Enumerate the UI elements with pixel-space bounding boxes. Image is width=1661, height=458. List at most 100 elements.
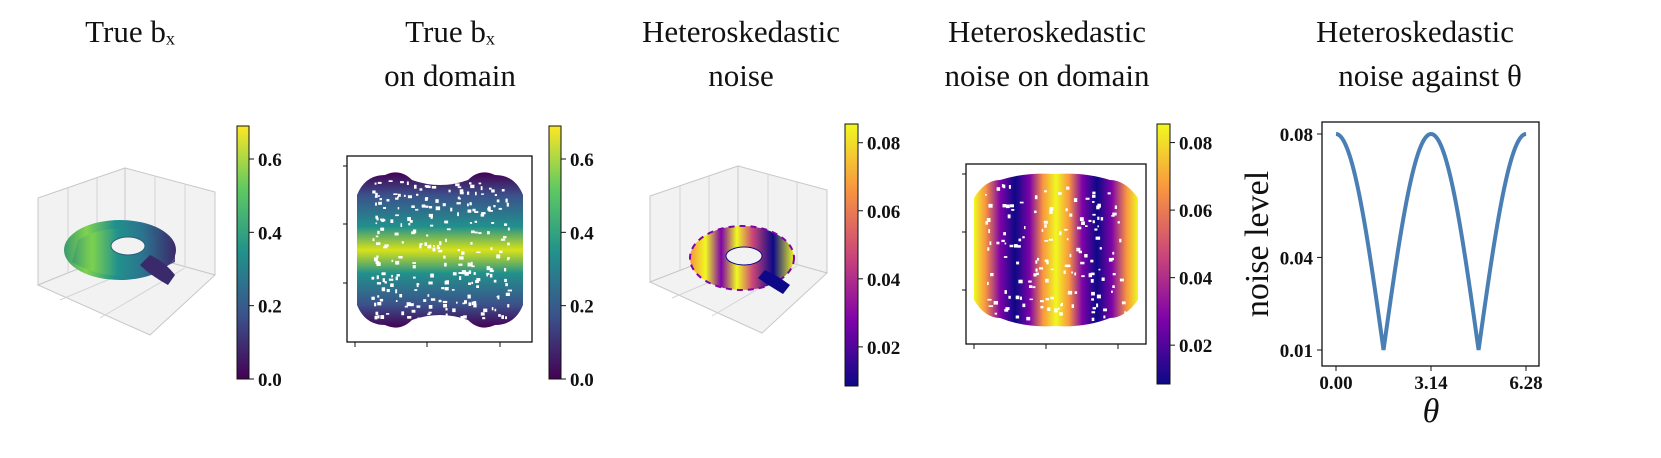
speckle — [430, 298, 436, 301]
speckle — [380, 227, 385, 231]
speckle — [399, 294, 403, 298]
speckle — [445, 280, 449, 284]
speckle — [1101, 277, 1105, 281]
speckle — [1008, 295, 1011, 299]
speckle — [411, 205, 415, 208]
speckle — [459, 197, 461, 200]
colorbar-1-tick-label: 0.2 — [258, 297, 282, 318]
speckle — [1114, 205, 1117, 209]
speckle — [1049, 207, 1054, 211]
panel-3-title: Heteroskedastic noise — [642, 14, 840, 93]
speckle — [1005, 307, 1010, 311]
speckle — [470, 261, 473, 266]
colorbar-2-bar — [548, 125, 562, 380]
speckle — [1041, 229, 1044, 232]
speckle — [985, 221, 989, 225]
colorbar-1-tick-label: 0.4 — [258, 223, 282, 244]
speckle — [427, 245, 432, 249]
speckle — [1019, 296, 1022, 300]
speckle — [1022, 236, 1025, 239]
speckle — [456, 301, 458, 304]
speckle — [1090, 259, 1094, 263]
speckle — [1078, 250, 1082, 254]
speckle — [1073, 198, 1078, 202]
speckle — [507, 289, 512, 292]
speckle — [1048, 238, 1053, 241]
speckle — [1077, 226, 1082, 230]
speckle — [377, 230, 380, 235]
speckle — [475, 191, 477, 196]
speckle — [443, 303, 447, 308]
speckle — [414, 184, 417, 189]
speckle — [498, 314, 501, 317]
speckle — [1092, 220, 1095, 224]
speckle — [404, 305, 408, 308]
speckle — [491, 307, 494, 311]
speckle — [1009, 244, 1014, 248]
speckle — [483, 308, 488, 313]
speckle — [407, 217, 411, 221]
speckle — [1088, 219, 1092, 222]
speckle — [1092, 201, 1095, 203]
speckle — [1067, 290, 1073, 295]
speckle — [1074, 291, 1078, 294]
speckle — [504, 268, 507, 272]
speckle — [428, 311, 432, 314]
speckle — [395, 197, 399, 200]
speckle — [401, 311, 405, 316]
speckle — [1057, 307, 1060, 310]
speckle — [1046, 261, 1049, 265]
speckle — [1112, 257, 1114, 261]
speckle — [1076, 247, 1081, 252]
speckle — [381, 218, 385, 222]
speckle — [1001, 239, 1005, 242]
speckle — [1035, 268, 1038, 272]
speckle — [473, 303, 477, 308]
speckle — [475, 280, 478, 284]
colorbar-2-tick-label: 0.2 — [570, 297, 594, 318]
speckle — [988, 229, 990, 234]
speckle — [1107, 192, 1111, 195]
speckle — [1050, 268, 1054, 271]
speckle — [493, 205, 496, 208]
speckle — [461, 251, 465, 255]
speckle — [470, 184, 475, 189]
speckle — [419, 244, 422, 249]
speckle — [374, 257, 378, 262]
speckle — [1034, 210, 1037, 214]
speckle — [377, 181, 382, 184]
speckle — [398, 193, 401, 197]
speckle — [397, 196, 399, 199]
speckle — [375, 192, 378, 197]
speckle — [383, 207, 386, 209]
colorbar-3-tick-label: 0.06 — [867, 202, 900, 223]
speckle — [1045, 298, 1049, 301]
speckle — [375, 235, 379, 238]
speckle — [989, 241, 992, 246]
speckle — [489, 269, 494, 273]
speckle — [1035, 260, 1038, 264]
speckle — [467, 209, 472, 213]
panel-2-speckles — [371, 180, 512, 321]
speckle — [400, 223, 403, 227]
speckle — [441, 287, 445, 290]
speckle — [467, 262, 471, 267]
speckle — [503, 236, 507, 239]
speckle — [1112, 251, 1115, 255]
speckle — [1009, 204, 1014, 208]
speckle — [488, 210, 493, 212]
speckle — [481, 193, 484, 195]
speckle — [1058, 192, 1062, 195]
speckle — [390, 219, 394, 223]
speckle — [445, 238, 447, 243]
speckle — [481, 212, 486, 215]
speckle — [1063, 270, 1066, 274]
speckle — [457, 249, 460, 252]
speckle — [993, 301, 998, 305]
speckle — [985, 194, 987, 196]
speckle — [382, 278, 385, 283]
speckle — [1066, 238, 1069, 241]
speckle — [407, 316, 412, 319]
speckle — [1097, 225, 1099, 228]
